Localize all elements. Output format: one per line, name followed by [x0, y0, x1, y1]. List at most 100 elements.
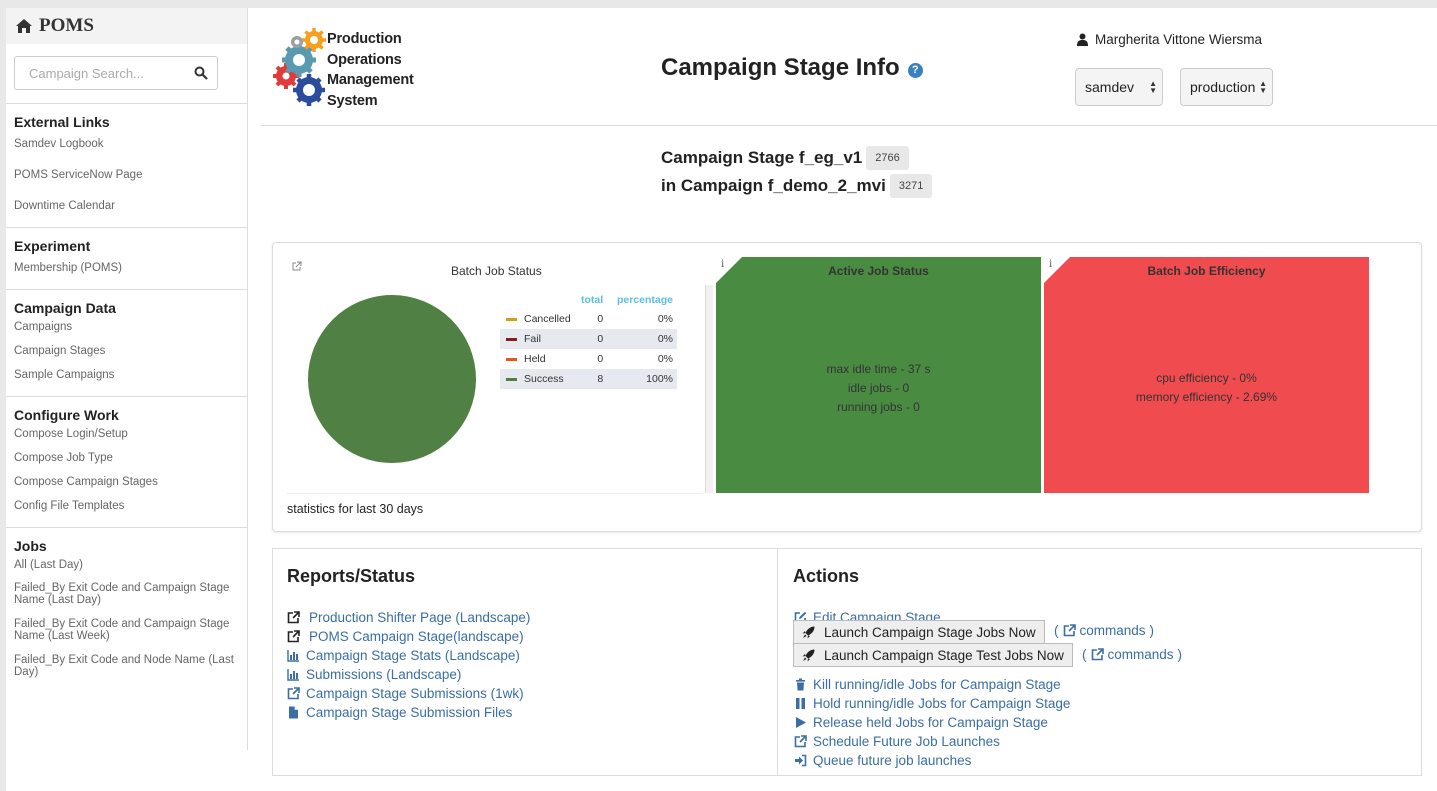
table-row: Held 0 0% [500, 349, 677, 369]
launch-test-jobs-label: Launch Campaign Stage Test Jobs Now [824, 647, 1064, 663]
stats-total: 8 [577, 369, 608, 389]
role-select[interactable]: production ▲ ▼ [1180, 68, 1273, 106]
external-link-icon [1063, 624, 1076, 637]
rocket-icon [802, 649, 815, 661]
report-link-label: POMS Campaign Stage(landscape) [309, 629, 524, 644]
batch-job-efficiency-bg [1044, 257, 1369, 493]
report-link-submission-files[interactable]: Campaign Stage Submission Files [287, 705, 512, 720]
reports-panel: Reports/Status Production Shifter Page (… [272, 548, 778, 776]
legend-swatch [506, 337, 517, 341]
sidebar-item-config-file-templates[interactable]: Config File Templates [14, 500, 125, 512]
stats-percentage: 0% [607, 329, 677, 349]
kill-jobs-label: Kill running/idle Jobs for Campaign Stag… [813, 677, 1061, 692]
report-link-shifter-page[interactable]: Production Shifter Page (Landscape) [287, 610, 530, 625]
poms-gears-logo [273, 28, 326, 106]
active-job-status-title: Active Job Status [828, 264, 929, 278]
launch-test-jobs-button[interactable]: Launch Campaign Stage Test Jobs Now [793, 643, 1073, 667]
user-info[interactable]: Margherita Vittone Wiersma [1077, 32, 1262, 47]
paren-close: ) [1177, 647, 1183, 662]
campaign-search-input[interactable] [15, 57, 217, 89]
experiment-select[interactable]: samdev ▲ ▼ [1075, 68, 1163, 106]
sidebar-item-jobs-all[interactable]: All (Last Day) [14, 559, 84, 571]
stats-percentage: 0% [657, 313, 673, 325]
sidebar-item-jobs-failed-stage-week[interactable]: Failed_By Exit Code and Campaign Stage N… [14, 618, 230, 642]
active-job-status-box: Active Job Status max idle time - 37 s i… [716, 257, 1041, 493]
stats-percentage: 100% [607, 369, 677, 389]
table-row: Success 8 100% [500, 369, 677, 389]
schedule-launches-link[interactable]: Schedule Future Job Launches [794, 734, 1000, 749]
file-icon [289, 706, 298, 719]
cpu-efficiency: cpu efficiency - 0% [1156, 371, 1257, 385]
sidebar-experiment: Experiment Membership (POMS) [6, 228, 247, 290]
external-link-icon [1091, 648, 1104, 661]
legend-swatch [506, 317, 517, 321]
report-link-stage-submissions-1wk[interactable]: Campaign Stage Submissions (1wk) [287, 686, 524, 701]
actions-panel: Actions Edit Campaign Stage Launch Campa… [777, 548, 1422, 776]
header-divider [261, 125, 1437, 126]
stats-percentage: 0% [657, 353, 673, 365]
sidebar-item-compose-campaign-stages[interactable]: Compose Campaign Stages [14, 476, 158, 488]
page-title: Campaign Stage Info ? [661, 54, 923, 82]
trash-icon [796, 678, 805, 691]
stats-scrollbar[interactable] [705, 285, 713, 493]
sidebar-item-campaign-stages[interactable]: Campaign Stages [14, 345, 106, 357]
sidebar-item-sample-campaigns[interactable]: Sample Campaigns [14, 369, 115, 381]
active-max-idle-time: max idle time - 37 s [826, 362, 931, 376]
sidebar-item-jobs-failed-stage-day[interactable]: Failed_By Exit Code and Campaign Stage N… [14, 582, 230, 606]
sidebar-item-samdev-logbook[interactable]: Samdev Logbook [14, 138, 104, 150]
launch-jobs-button[interactable]: Launch Campaign Stage Jobs Now [793, 620, 1045, 644]
help-icon[interactable]: ? [907, 62, 923, 78]
queue-launches-link[interactable]: Queue future job launches [794, 753, 971, 768]
brand-title: POMS [39, 15, 94, 36]
reports-heading: Reports/Status [287, 566, 416, 586]
batch-job-efficiency-body: cpu efficiency - 0% memory efficiency - … [1044, 369, 1369, 407]
search-icon[interactable] [194, 66, 208, 80]
campaign-search [14, 56, 218, 90]
sidebar-item-jobs-failed-node-day[interactable]: Failed_By Exit Code and Node Name (Last … [14, 654, 234, 678]
info-icon[interactable]: i [721, 259, 725, 270]
external-link-icon[interactable] [292, 261, 302, 271]
launch-test-commands-link[interactable]: ( commands) [1082, 647, 1182, 662]
sidebar-item-compose-job-type[interactable]: Compose Job Type [14, 452, 113, 464]
logo-line-2: Operations [327, 51, 402, 68]
active-job-status-body: max idle time - 37 s idle jobs - 0 runni… [716, 360, 1041, 417]
batch-job-status-table: total percentage Cancelled 0 0% Fail 0 0… [500, 291, 677, 389]
sidebar-item-campaigns[interactable]: Campaigns [14, 321, 73, 333]
paren-open: ( [1082, 647, 1087, 662]
report-link-campaign-stage-landscape[interactable]: POMS Campaign Stage(landscape) [287, 629, 524, 644]
paren-open: ( [1054, 623, 1059, 638]
app-frame: POMS External Links Samdev Logbook POMS … [6, 8, 1437, 791]
stats-total: 0 [597, 313, 604, 325]
campaign-heading: in Campaign f_demo_2_mvi 3271 [661, 174, 933, 198]
paren-close: ) [1149, 623, 1155, 638]
brand[interactable]: POMS [6, 8, 247, 44]
external-link-icon [287, 611, 300, 624]
launch-jobs-label: Launch Campaign Stage Jobs Now [824, 624, 1036, 640]
hold-jobs-link[interactable]: Hold running/idle Jobs for Campaign Stag… [794, 696, 1070, 711]
launch-commands-link[interactable]: ( commands) [1054, 623, 1154, 638]
sidebar-item-downtime-calendar[interactable]: Downtime Calendar [14, 200, 115, 212]
report-link-label: Campaign Stage Submission Files [306, 705, 513, 720]
sidebar-item-compose-login[interactable]: Compose Login/Setup [14, 428, 128, 440]
sidebar-item-servicenow[interactable]: POMS ServiceNow Page [14, 169, 143, 181]
sidebar-heading-external-links: External Links [14, 114, 110, 130]
stats-col-label [500, 291, 577, 309]
info-icon[interactable]: i [1049, 259, 1053, 270]
report-link-label: Campaign Stage Submissions (1wk) [306, 686, 524, 701]
release-jobs-label: Release held Jobs for Campaign Stage [813, 715, 1048, 730]
report-link-stage-stats[interactable]: Campaign Stage Stats (Landscape) [287, 648, 520, 663]
status-panel: Batch Job Status total percentage Cancel… [272, 242, 1422, 532]
commands-label: commands [1107, 647, 1174, 662]
sidebar-heading-configure-work: Configure Work [14, 407, 119, 423]
queue-launches-label: Queue future job launches [813, 753, 972, 768]
batch-job-status-pie [308, 295, 476, 463]
kill-jobs-link[interactable]: Kill running/idle Jobs for Campaign Stag… [794, 677, 1061, 692]
sidebar: POMS External Links Samdev Logbook POMS … [6, 8, 248, 750]
sidebar-item-membership[interactable]: Membership (POMS) [14, 262, 122, 274]
home-icon [16, 19, 32, 33]
report-link-submissions[interactable]: Submissions (Landscape) [287, 667, 461, 682]
release-jobs-link[interactable]: Release held Jobs for Campaign Stage [794, 715, 1048, 730]
role-select-value: production [1190, 79, 1256, 95]
logo-line-4: System [327, 92, 378, 109]
sign-in-icon [795, 754, 807, 767]
